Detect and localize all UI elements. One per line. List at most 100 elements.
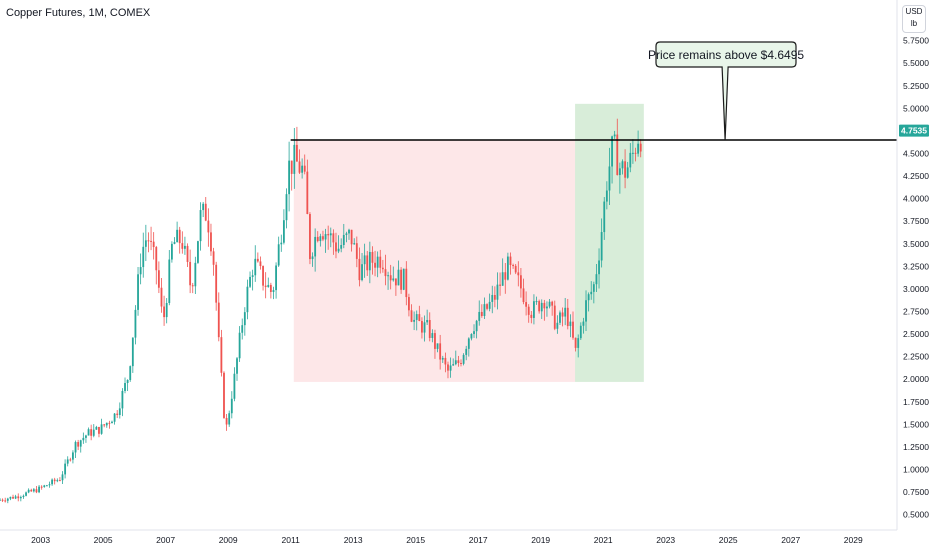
candle-body xyxy=(475,320,478,332)
candle-body xyxy=(124,383,126,391)
candle-body xyxy=(519,275,522,289)
x-tick-label: 2029 xyxy=(844,535,863,545)
candle-body xyxy=(189,261,192,286)
candle-body xyxy=(181,243,184,249)
candle-body xyxy=(298,161,301,173)
candle-body xyxy=(290,160,293,174)
y-tick-label: 4.0000 xyxy=(903,194,929,204)
candle-body xyxy=(504,272,507,280)
callout-bubble xyxy=(655,41,797,141)
candle-body xyxy=(639,143,642,152)
candle-body xyxy=(428,319,431,338)
candle-body xyxy=(17,496,20,499)
candle-body xyxy=(95,426,98,430)
candle-body xyxy=(530,314,533,318)
candle-body xyxy=(582,321,585,326)
candle-body xyxy=(275,265,277,291)
candle-body xyxy=(348,229,350,234)
candle-body xyxy=(210,232,212,252)
candle-body xyxy=(389,275,392,281)
candle-body xyxy=(426,319,429,323)
candle-body xyxy=(569,321,572,327)
candle-body xyxy=(488,301,491,309)
currency-unit-selector[interactable]: USD lb xyxy=(902,5,926,33)
candle-body xyxy=(176,229,179,243)
candle-body xyxy=(35,489,38,493)
candle-body xyxy=(447,364,449,371)
candle-body xyxy=(631,152,634,154)
candle-body xyxy=(9,496,12,499)
y-tick-label: 5.2500 xyxy=(903,81,929,91)
candle-body xyxy=(572,321,574,338)
candle-body xyxy=(45,485,48,487)
candle-body xyxy=(415,314,418,320)
candle-body xyxy=(616,134,619,176)
candle-body xyxy=(66,459,69,464)
candle-body xyxy=(98,426,100,434)
candles-layer xyxy=(0,118,642,504)
unit-label: lb xyxy=(910,19,918,28)
candle-body xyxy=(543,302,546,309)
candle-body xyxy=(184,245,186,249)
overlay-layer: Price remains above $4.6495 xyxy=(290,41,897,141)
candle-body xyxy=(548,301,551,307)
candle-body xyxy=(82,437,85,441)
x-tick-label: 2011 xyxy=(282,535,301,545)
candle-body xyxy=(342,234,345,246)
candle-body xyxy=(238,332,241,359)
candle-body xyxy=(56,480,59,482)
candle-body xyxy=(147,240,150,242)
candle-body xyxy=(621,161,624,169)
y-tick-label: 2.7500 xyxy=(903,306,929,316)
candle-body xyxy=(64,463,67,475)
candle-body xyxy=(301,165,304,173)
candle-body xyxy=(553,305,556,329)
candle-body xyxy=(152,241,155,248)
candle-body xyxy=(592,284,595,292)
y-tick-label: 2.5000 xyxy=(903,329,929,339)
candle-body xyxy=(462,354,465,364)
candle-body xyxy=(410,310,413,322)
candle-body xyxy=(197,241,199,263)
candle-body xyxy=(282,220,285,243)
candle-body xyxy=(199,210,202,242)
candle-body xyxy=(587,294,590,301)
candle-body xyxy=(6,498,9,501)
y-tick-label: 5.5000 xyxy=(903,58,929,68)
candle-body xyxy=(394,278,397,286)
candle-body xyxy=(137,274,139,310)
candle-body xyxy=(355,243,358,259)
candle-body xyxy=(598,260,600,275)
candle-body xyxy=(535,301,538,303)
candle-body xyxy=(402,268,405,290)
candle-body xyxy=(353,243,356,245)
candle-body xyxy=(105,422,108,426)
candle-body xyxy=(12,496,14,499)
y-tick-label: 3.7500 xyxy=(903,216,929,226)
y-tick-label: 1.5000 xyxy=(903,419,929,429)
candle-body xyxy=(397,269,400,286)
candle-body xyxy=(134,309,137,338)
candle-body xyxy=(626,167,629,178)
chart-title: Copper Futures, 1M, COMEX xyxy=(6,7,151,19)
candle-body xyxy=(118,408,121,415)
candle-body xyxy=(212,251,215,265)
candle-body xyxy=(220,337,223,373)
candle-body xyxy=(194,262,197,287)
candle-body xyxy=(329,233,332,236)
x-tick-label: 2013 xyxy=(344,535,363,545)
candle-body xyxy=(51,479,54,485)
candle-body xyxy=(79,440,82,447)
currency-label: USD xyxy=(905,7,923,16)
candle-body xyxy=(246,286,249,313)
candle-body xyxy=(259,261,262,267)
candle-body xyxy=(345,233,348,235)
candle-body xyxy=(19,497,22,499)
candle-body xyxy=(191,285,194,287)
candle-body xyxy=(113,413,116,422)
candle-body xyxy=(108,422,111,424)
candle-body xyxy=(121,390,124,409)
candle-body xyxy=(368,251,371,271)
